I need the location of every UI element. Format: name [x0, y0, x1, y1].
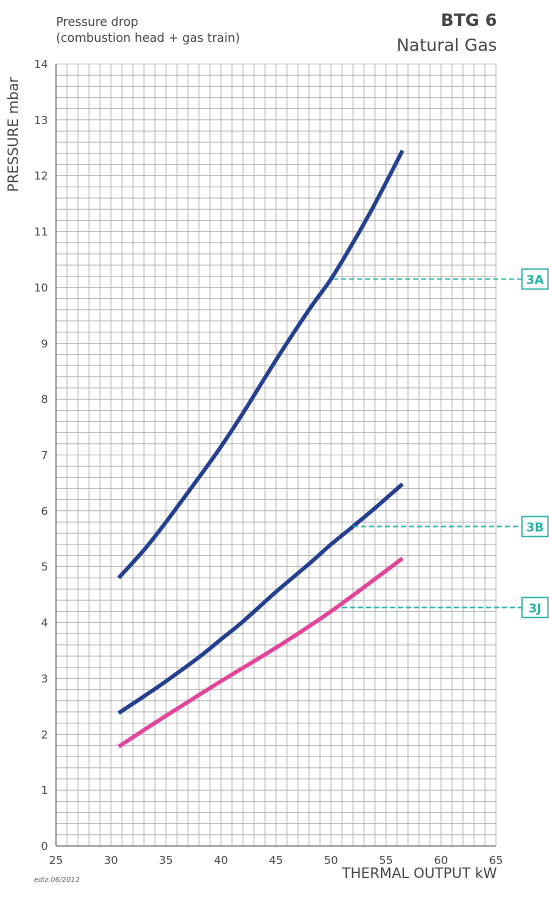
callout-box-3J — [521, 596, 549, 619]
series-line-3J — [117, 556, 404, 749]
x-tick-label: 30 — [104, 854, 118, 867]
y-tick-label: 11 — [34, 226, 48, 239]
y-tick-label: 12 — [34, 170, 48, 183]
subtitle-line-2: (combustion head + gas train) — [56, 31, 240, 45]
y-tick-label: 7 — [41, 449, 48, 462]
x-tick-label: 25 — [49, 854, 63, 867]
y-tick-label: 0 — [41, 840, 48, 853]
y-tick-label: 13 — [34, 114, 48, 127]
callout-box-3A — [521, 268, 549, 290]
edition-note: ediz.06/2012 — [34, 876, 80, 884]
series-line-3B — [117, 482, 404, 715]
y-tick-label: 5 — [41, 561, 48, 574]
series-line-3A — [117, 149, 405, 580]
y-tick-label: 9 — [41, 337, 48, 350]
y-tick-label: 6 — [41, 505, 48, 518]
grid-lines — [55, 63, 497, 847]
y-tick-label: 10 — [34, 281, 48, 294]
callout-label-3B: 3B — [526, 520, 544, 534]
y-tick-label: 3 — [41, 672, 48, 685]
callout-box-3B — [521, 515, 549, 538]
y-tick-label: 8 — [41, 393, 48, 406]
y-tick-label: 2 — [41, 728, 48, 741]
y-tick-label: 1 — [41, 784, 48, 797]
x-tick-label: 65 — [489, 854, 503, 867]
callout-label-3J: 3J — [529, 601, 542, 615]
x-tick-label: 40 — [214, 854, 228, 867]
subtitle-line-1: Pressure drop — [56, 15, 139, 29]
y-tick-label: 4 — [41, 617, 48, 630]
x-tick-label: 50 — [324, 854, 338, 867]
fuel-type: Natural Gas — [396, 36, 497, 56]
y-tick-label: 14 — [34, 58, 48, 71]
x-tick-label: 60 — [434, 854, 448, 867]
x-tick-label: 45 — [269, 854, 283, 867]
chart-subtitle: Pressure drop (combustion head + gas tra… — [56, 14, 240, 46]
model-title: BTG 6 — [440, 11, 497, 31]
x-tick-label: 55 — [379, 854, 393, 867]
x-axis-label: THERMAL OUTPUT kW — [341, 866, 497, 882]
callout-label-3A: 3A — [526, 273, 544, 287]
x-tick-label: 35 — [159, 854, 173, 867]
